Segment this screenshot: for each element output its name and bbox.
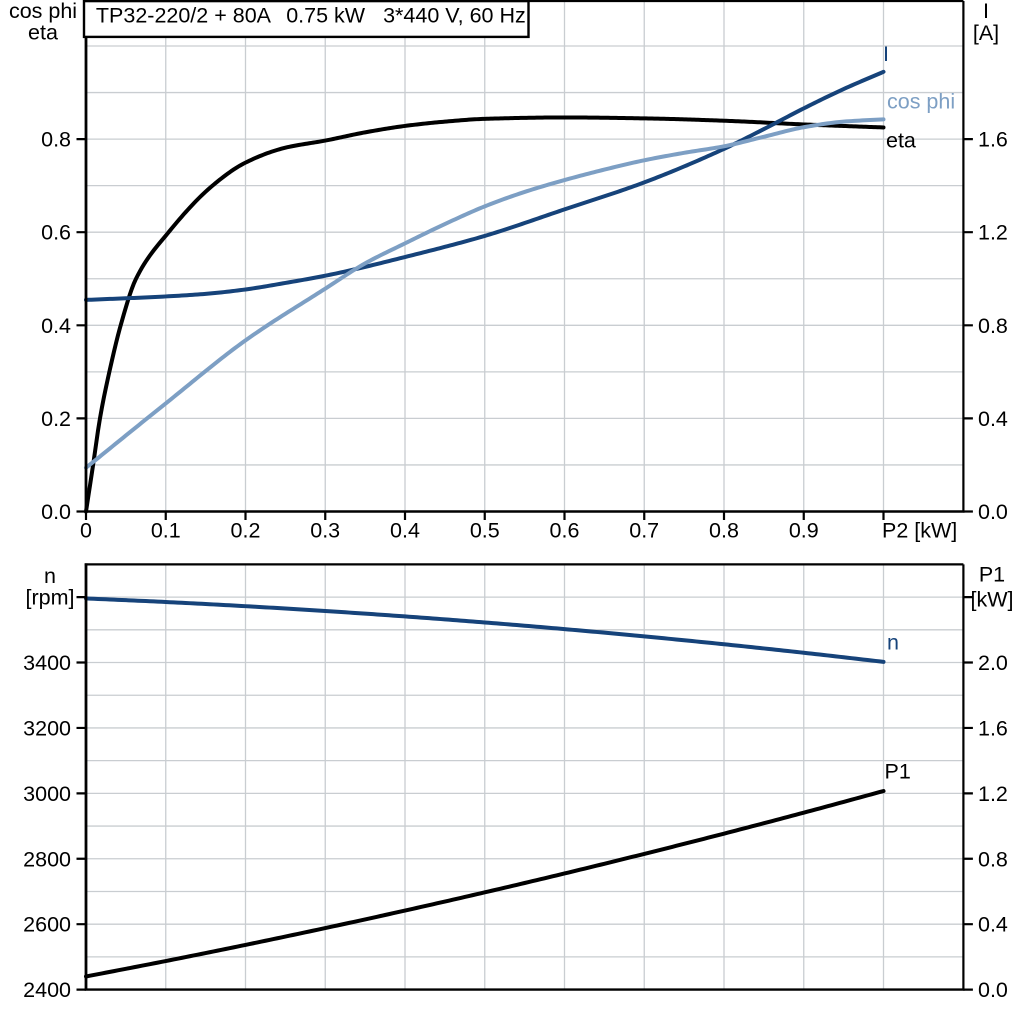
svg-text:0.2: 0.2: [231, 519, 261, 543]
svg-text:0.5: 0.5: [470, 519, 500, 543]
svg-text:0.0: 0.0: [978, 978, 1008, 1002]
svg-text:0: 0: [80, 519, 92, 543]
svg-text:I: I: [883, 42, 889, 66]
svg-text:2800: 2800: [23, 847, 71, 871]
svg-text:cos phi: cos phi: [887, 90, 955, 114]
svg-text:0.0: 0.0: [978, 500, 1008, 524]
svg-text:0.0: 0.0: [41, 500, 71, 524]
svg-text:1.6: 1.6: [978, 716, 1008, 740]
svg-text:I: I: [983, 0, 989, 23]
svg-text:[kW]: [kW]: [971, 588, 1014, 612]
svg-text:0.2: 0.2: [41, 407, 71, 431]
svg-text:0.4: 0.4: [41, 314, 71, 338]
svg-text:1.6: 1.6: [978, 128, 1008, 152]
svg-text:eta: eta: [886, 129, 916, 153]
svg-text:0.8: 0.8: [978, 847, 1008, 871]
svg-text:0.9: 0.9: [789, 519, 819, 543]
svg-text:cos phi: cos phi: [9, 0, 77, 23]
svg-text:0.4: 0.4: [978, 913, 1008, 937]
svg-text:0.1: 0.1: [151, 519, 181, 543]
svg-text:eta: eta: [28, 21, 58, 45]
svg-text:3400: 3400: [23, 651, 71, 675]
svg-text:3000: 3000: [23, 782, 71, 806]
svg-text:0.8: 0.8: [41, 128, 71, 152]
svg-text:0.7: 0.7: [629, 519, 659, 543]
svg-text:3*440 V, 60 Hz: 3*440 V, 60 Hz: [383, 4, 526, 28]
svg-text:P2 [kW]: P2 [kW]: [882, 519, 957, 543]
svg-text:0.6: 0.6: [41, 221, 71, 245]
svg-text:0.4: 0.4: [390, 519, 420, 543]
svg-text:P1: P1: [979, 562, 1005, 586]
svg-text:0.8: 0.8: [978, 314, 1008, 338]
svg-text:0.75 kW: 0.75 kW: [286, 4, 366, 28]
svg-text:2600: 2600: [23, 913, 71, 937]
svg-text:[rpm]: [rpm]: [26, 586, 75, 610]
svg-text:2.0: 2.0: [978, 651, 1008, 675]
svg-text:3200: 3200: [23, 716, 71, 740]
svg-text:TP32-220/2 + 80A: TP32-220/2 + 80A: [96, 4, 272, 28]
svg-text:2400: 2400: [23, 978, 71, 1002]
svg-text:n: n: [44, 564, 56, 588]
svg-text:1.2: 1.2: [978, 221, 1008, 245]
svg-text:1.2: 1.2: [978, 782, 1008, 806]
svg-text:0.8: 0.8: [709, 519, 739, 543]
svg-text:P1: P1: [885, 760, 911, 784]
svg-text:[A]: [A]: [973, 21, 999, 45]
svg-text:0.6: 0.6: [550, 519, 580, 543]
svg-text:0.3: 0.3: [310, 519, 340, 543]
svg-text:n: n: [887, 631, 899, 655]
svg-text:0.4: 0.4: [978, 407, 1008, 431]
